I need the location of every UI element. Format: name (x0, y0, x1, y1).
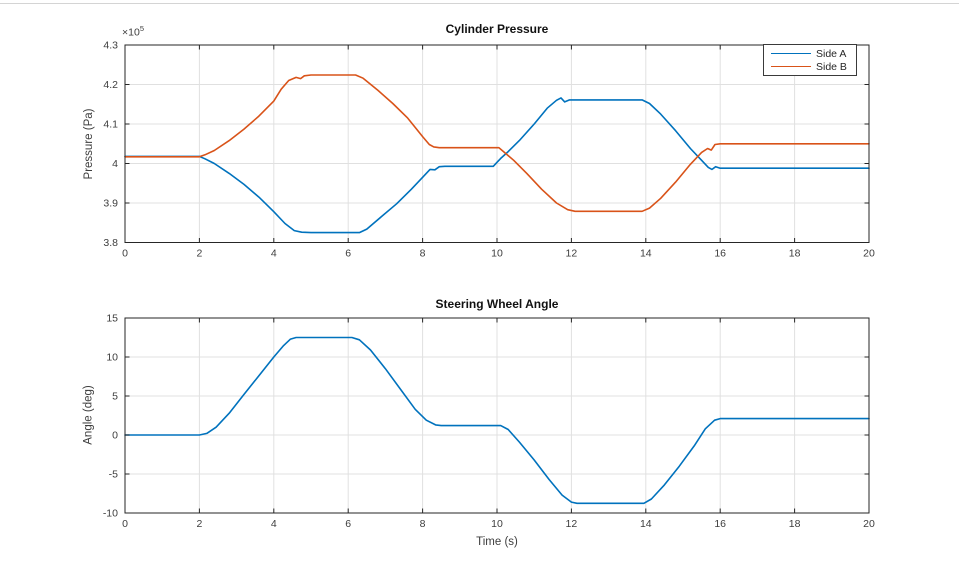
legend-entry-side-a: Side A (764, 47, 856, 60)
x-tick-label: 12 (566, 248, 578, 260)
x-tick-label: 6 (345, 248, 351, 260)
x-tick-label: 18 (789, 518, 801, 530)
y-tick-label: 4.2 (103, 79, 118, 91)
y-tick-label: 4.3 (103, 40, 118, 52)
plot1-title: Cylinder Pressure (445, 22, 549, 36)
series-line-side-a (124, 97, 870, 234)
x-tick-label: 10 (491, 248, 503, 260)
legend-line-sample-side-b (771, 66, 811, 67)
plot2-axes: 0 2 4 6 8 10 12 14 16 18 20 -10 -5 0 5 10 15 (103, 313, 875, 531)
y-tick-label: 10 (106, 352, 118, 364)
y-tick-label: 3.9 (103, 198, 118, 210)
x-tick-label: 16 (714, 248, 726, 260)
legend-label-side-b: Side B (816, 60, 847, 73)
series-line-side-b (124, 74, 870, 213)
y-tick-label: -5 (109, 469, 118, 481)
x-tick-label: 8 (420, 248, 426, 260)
plot2-title: Steering Wheel Angle (435, 297, 559, 311)
x-tick-label: 2 (196, 248, 202, 260)
legend: Side A Side B (763, 44, 857, 76)
y-tick-label: 15 (106, 313, 118, 325)
legend-line-sample-side-a (771, 53, 811, 54)
x-tick-label: 10 (491, 518, 503, 530)
legend-entry-side-b: Side B (764, 60, 856, 73)
x-tick-label: 0 (122, 518, 128, 530)
x-tick-label: 16 (714, 518, 726, 530)
y-tick-label: 0 (112, 430, 118, 442)
x-tick-label: 14 (640, 518, 652, 530)
x-tick-label: 18 (789, 248, 801, 260)
x-tick-label: 20 (863, 248, 875, 260)
y-tick-label: -10 (103, 508, 118, 520)
x-tick-label: 12 (566, 518, 578, 530)
x-tick-label: 4 (271, 518, 277, 530)
y-tick-label: 4.1 (103, 119, 118, 131)
series-line-angle (124, 336, 870, 505)
x-tick-label: 0 (122, 248, 128, 260)
x-tick-label: 2 (196, 518, 202, 530)
y-tick-label: 3.8 (103, 237, 118, 249)
window-top-border (0, 3, 959, 4)
plot1-y-axis-multiplier: ×105 (122, 24, 144, 39)
plot1-axes: 0 2 4 6 8 10 12 14 16 18 20 3.8 3.9 4 4.1 4.2 4.3 (103, 40, 875, 260)
y-tick-label: 5 (112, 391, 118, 403)
plot2-ylabel: Angle (deg) (82, 385, 95, 445)
x-tick-label: 8 (420, 518, 426, 530)
plot1-ylabel: Pressure (Pa) (83, 108, 95, 180)
plot2-xlabel: Time (s) (476, 536, 518, 548)
multiplier-exponent: 5 (139, 24, 144, 33)
x-tick-label: 6 (345, 518, 351, 530)
multiplier-base: ×10 (122, 26, 140, 39)
x-tick-label: 4 (271, 248, 277, 260)
x-tick-label: 20 (863, 518, 875, 530)
y-tick-label: 4 (112, 158, 118, 170)
x-tick-label: 14 (640, 248, 652, 260)
legend-label-side-a: Side A (816, 47, 847, 60)
